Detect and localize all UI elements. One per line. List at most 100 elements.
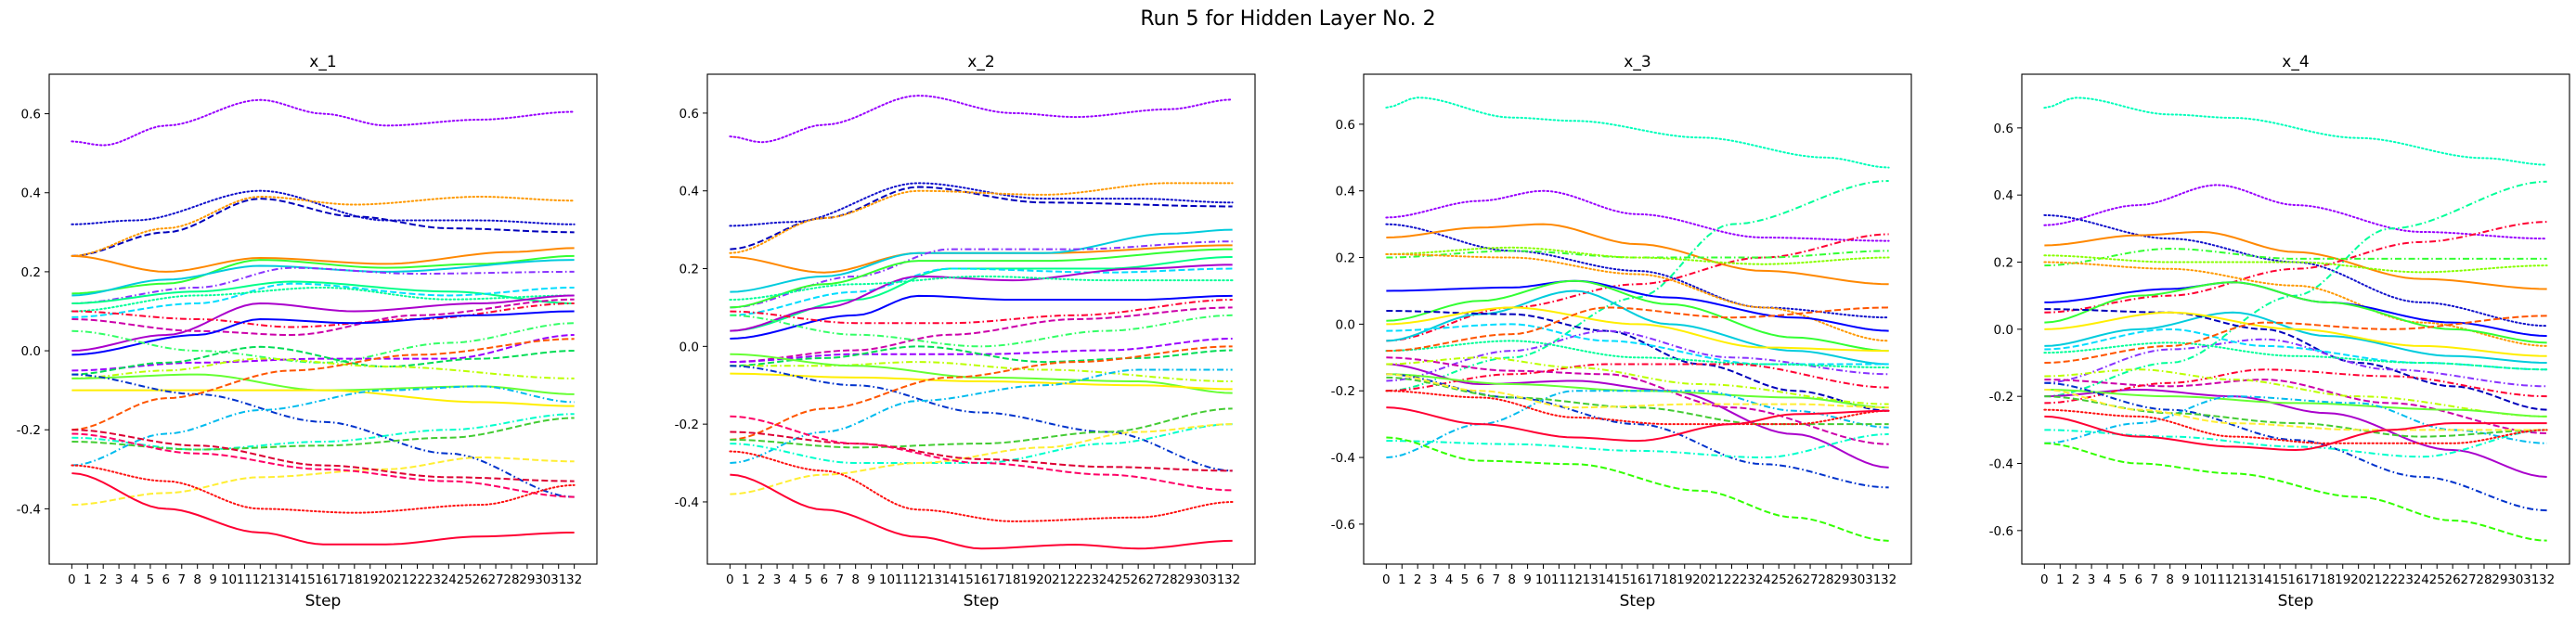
x-tick-label: 8	[1508, 572, 1516, 587]
series-line-28	[730, 431, 1233, 472]
x-tick-label: 12	[252, 572, 268, 587]
series-line-31	[2044, 415, 2547, 452]
x-tick-label: 26	[1787, 572, 1803, 587]
x-tick-label: 3	[2088, 572, 2096, 587]
series-line-28	[1386, 373, 1889, 409]
series-line-10	[71, 282, 575, 318]
series-line-10	[2044, 281, 2547, 338]
series-line-26	[730, 407, 1233, 449]
plot-frame	[706, 73, 1256, 565]
series-line-17	[730, 337, 1233, 364]
y-tick-label: -0.4	[1331, 451, 1355, 466]
series-group	[2043, 96, 2548, 542]
series-line-30	[1386, 436, 1889, 542]
x-tick-label: 1	[742, 572, 750, 587]
series-line-1	[2043, 96, 2548, 166]
x-tick-label: 24	[1755, 572, 1771, 587]
series-line-11	[1386, 279, 1889, 353]
x-tick-label: 23	[2398, 572, 2414, 587]
series-line-6	[730, 228, 1233, 293]
y-tick-label: 0.2	[21, 265, 41, 280]
series-line-27	[1386, 376, 1889, 426]
x-tick-label: 3	[1430, 572, 1438, 587]
x-tick-label: 1	[2056, 572, 2065, 587]
x-tick-label: 13	[1583, 572, 1599, 587]
series-line-29	[730, 415, 1233, 492]
series-line-27	[71, 456, 575, 507]
series-line-2	[2043, 184, 2548, 240]
series-line-6	[1386, 233, 1889, 342]
y-tick-label: 0.2	[1336, 251, 1355, 266]
x-tick-label: 18	[2319, 572, 2335, 587]
y-tick-label: 0.4	[1336, 185, 1355, 199]
x-tick-label: 28	[503, 572, 519, 587]
series-line-3	[71, 198, 575, 257]
series-line-20	[71, 373, 575, 395]
series-line-29	[71, 432, 575, 498]
subplot-grid: x_10 1 2 3 4 5 6 7 8 9 10 11 12 13 14 15 16 17 18 19 20 21 22 2…	[17, 53, 2570, 611]
subplot-x3: x_30 1 2 3 4 5 6 7 8 9 10 11 12 13 14 15 16 17 18 19 20 21 22 2…	[1331, 53, 1912, 611]
series-line-27	[2044, 395, 2547, 438]
series-line-12	[2044, 311, 2547, 365]
series-line-16	[71, 322, 575, 364]
x-tick-label: 32	[566, 572, 582, 587]
x-tick-label: 17	[989, 572, 1004, 587]
x-tick-label: 27	[1802, 572, 1818, 587]
x-tick-label: 14	[1599, 572, 1614, 587]
series-line-3	[730, 186, 1233, 251]
plot-frame	[1363, 73, 1912, 565]
series-group	[729, 95, 1234, 550]
x-tick-label: 14	[2257, 572, 2272, 587]
series-line-21	[2044, 368, 2547, 418]
x-tick-label: 20	[2350, 572, 2366, 587]
series-line-11	[730, 264, 1233, 332]
x-tick-label: 3	[115, 572, 123, 587]
x-tick-label: 11	[237, 572, 252, 587]
x-tick-label: 18	[346, 572, 362, 587]
x-tick-label: 2	[757, 572, 766, 587]
series-line-2	[71, 189, 576, 225]
series-line-14	[71, 298, 575, 337]
x-tick-label: 19	[1676, 572, 1692, 587]
subplot-title: x_3	[1624, 53, 1650, 71]
series-line-7	[730, 240, 1233, 309]
subplot-title: x_4	[2282, 53, 2309, 71]
x-tick-label: 5	[2119, 572, 2128, 587]
x-tick-label: 30	[1849, 572, 1865, 587]
x-tick-label: 23	[1083, 572, 1099, 587]
x-tick-label: 15	[2272, 572, 2287, 587]
series-line-5	[1386, 179, 1889, 392]
series-line-21	[730, 372, 1233, 391]
x-tick-label: 24	[441, 572, 457, 587]
y-tick-label: -0.2	[675, 418, 699, 432]
series-line-26	[1386, 432, 1889, 459]
series-line-3	[1385, 223, 1890, 319]
plot-frame	[2021, 73, 2570, 565]
series-line-22	[71, 373, 575, 498]
subplot-x2: x_20 1 2 3 4 5 6 7 8 9 10 11 12 13 14 15 16 17 18 19 20 21 22 2…	[675, 53, 1256, 611]
series-line-1	[729, 95, 1234, 144]
x-tick-label: 4	[1445, 572, 1454, 587]
x-tick-label: 28	[1161, 572, 1177, 587]
x-tick-label: 11	[1551, 572, 1567, 587]
x-tick-label: 26	[472, 572, 488, 587]
series-line-20	[1386, 363, 1889, 392]
subplot-x1: x_10 1 2 3 4 5 6 7 8 9 10 11 12 13 14 15 16 17 18 19 20 21 22 2…	[17, 53, 598, 611]
x-tick-label: 16	[973, 572, 989, 587]
series-line-22	[2044, 388, 2547, 418]
series-line-31	[71, 472, 575, 546]
x-tick-label: 32	[1224, 572, 1240, 587]
x-tick-label: 16	[315, 572, 330, 587]
y-tick-label: 0.4	[21, 186, 41, 201]
series-line-25	[730, 423, 1233, 465]
series-line-27	[730, 423, 1233, 495]
y-tick-label: 0.0	[680, 340, 699, 354]
y-tick-label: -0.6	[1989, 524, 2013, 539]
x-tick-label: 7	[177, 572, 186, 587]
x-tick-label: 7	[1492, 572, 1500, 587]
series-line-8	[1385, 246, 1890, 265]
series-line-15	[1386, 363, 1889, 469]
x-tick-label: 21	[2366, 572, 2382, 587]
series-line-19	[71, 357, 575, 379]
series-line-13	[2044, 308, 2547, 411]
